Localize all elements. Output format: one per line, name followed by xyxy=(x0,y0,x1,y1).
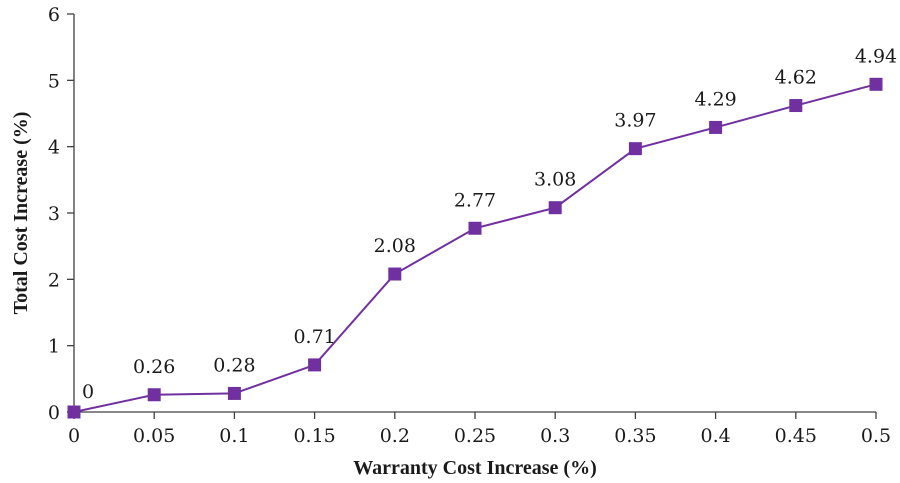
data-point xyxy=(789,99,803,113)
axes xyxy=(73,14,876,413)
x-tick-label: 0.35 xyxy=(614,425,656,447)
data-label: 2.77 xyxy=(454,189,496,211)
data-label: 4.62 xyxy=(775,67,817,89)
data-point xyxy=(227,386,241,400)
data-point xyxy=(67,405,81,419)
data-point xyxy=(869,77,883,91)
x-tick-label: 0.2 xyxy=(380,425,410,447)
y-tick-label: 5 xyxy=(48,70,60,92)
data-label: 0.28 xyxy=(213,354,255,376)
x-tick-label: 0.05 xyxy=(133,425,175,447)
y-tick-label: 2 xyxy=(48,269,60,291)
y-tick-label: 0 xyxy=(48,402,60,424)
data-point xyxy=(147,388,161,402)
y-tick-label: 3 xyxy=(48,203,60,225)
data-point xyxy=(709,120,723,134)
data-label: 4.94 xyxy=(855,45,897,67)
data-label: 2.08 xyxy=(374,235,416,257)
x-tick-label: 0.4 xyxy=(700,425,730,447)
y-tick-label: 1 xyxy=(48,336,60,358)
data-point xyxy=(628,142,642,156)
x-tick-label: 0.45 xyxy=(775,425,817,447)
x-tick-label: 0.25 xyxy=(454,425,496,447)
data-label: 3.97 xyxy=(614,110,656,132)
data-label: 4.29 xyxy=(694,88,736,110)
data-point xyxy=(548,201,562,215)
data-point xyxy=(468,221,482,235)
series-line xyxy=(73,83,877,413)
y-tick-label: 4 xyxy=(48,137,60,159)
data-label: 0 xyxy=(82,381,94,403)
data-label: 3.08 xyxy=(534,169,576,191)
data-point xyxy=(388,267,402,281)
data-label: 0.26 xyxy=(133,356,175,378)
y-tick-label: 6 xyxy=(48,4,60,26)
x-axis-title: Warranty Cost Increase (%) xyxy=(353,457,596,479)
x-tick-label: 0 xyxy=(68,425,80,447)
x-tick-label: 0.15 xyxy=(293,425,335,447)
x-tick-label: 0.3 xyxy=(540,425,570,447)
data-labels: 0 0.26 0.28 0.71 2.08 2.77 3.08 3.97 4.29 4.62 4.9… xyxy=(82,45,897,403)
x-tick-label: 0.1 xyxy=(219,425,249,447)
data-point xyxy=(308,358,322,372)
x-ticks: 0 0.05 0.1 0.15 0.2 0.25 0.3 0.35 0.4 0.45 0.5 xyxy=(68,412,891,447)
series-layer xyxy=(67,77,883,419)
y-axis-title: Total Cost Increase (%) xyxy=(10,112,32,315)
data-label: 0.71 xyxy=(293,326,335,348)
x-tick-label: 0.5 xyxy=(861,425,891,447)
y-ticks: 0 1 2 3 4 5 6 xyxy=(48,4,74,424)
